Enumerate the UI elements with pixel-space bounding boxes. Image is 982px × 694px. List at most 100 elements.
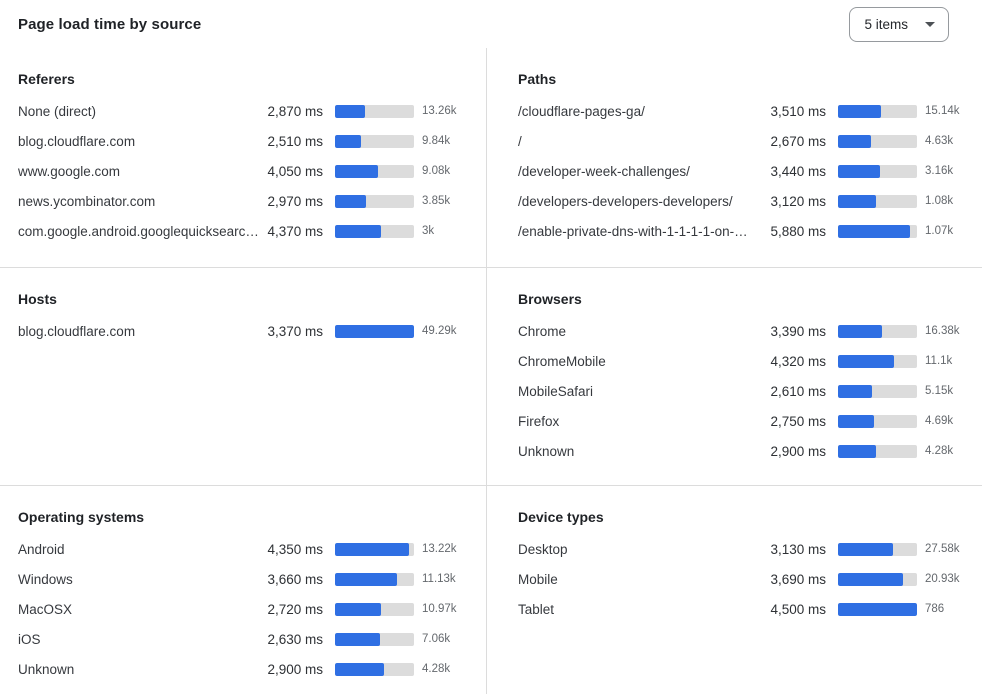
metric-row[interactable]: None (direct) 2,870 ms 13.26k [18, 96, 466, 126]
row-bar [838, 164, 917, 178]
row-count: 11.13k [422, 573, 456, 585]
row-bar [838, 104, 917, 118]
metric-row[interactable]: Mobile 3,690 ms 20.93k [518, 564, 969, 594]
row-label: None (direct) [18, 103, 97, 119]
metric-row[interactable]: Firefox 2,750 ms 4.69k [518, 406, 969, 436]
row-load-time: 2,670 ms [770, 133, 826, 149]
row-count: 4.28k [925, 445, 954, 457]
row-load-time: 3,510 ms [770, 103, 826, 119]
page-title: Page load time by source [18, 15, 202, 33]
panel-title: Browsers [518, 291, 582, 307]
metric-row[interactable]: Windows 3,660 ms 11.13k [18, 564, 466, 594]
row-bar [335, 134, 414, 148]
row-bar [335, 572, 414, 586]
metric-row[interactable]: blog.cloudflare.com 3,370 ms 49.29k [18, 316, 466, 346]
metric-row[interactable]: blog.cloudflare.com 2,510 ms 9.84k [18, 126, 466, 156]
row-label: / [518, 133, 522, 149]
row-label: Unknown [18, 661, 75, 677]
row-bar [335, 662, 414, 676]
row-bar [838, 324, 917, 338]
panels-grid: Referers None (direct) 2,870 ms 13.26k b… [0, 48, 982, 694]
metric-row[interactable]: iOS 2,630 ms 7.06k [18, 624, 466, 654]
row-bar [838, 194, 917, 208]
row-count: 15.14k [925, 105, 960, 117]
row-load-time: 2,750 ms [770, 413, 826, 429]
caret-down-icon [925, 22, 935, 27]
metric-row[interactable]: MacOSX 2,720 ms 10.97k [18, 594, 466, 624]
row-count: 13.26k [422, 105, 457, 117]
panel-title: Paths [518, 71, 557, 87]
row-label: Firefox [518, 413, 560, 429]
metric-row[interactable]: /cloudflare-pages-ga/ 3,510 ms 15.14k [518, 96, 969, 126]
row-count: 4.69k [925, 415, 954, 427]
row-bar [838, 444, 917, 458]
row-label: Mobile [518, 571, 558, 587]
row-bar [335, 194, 414, 208]
row-bar [838, 542, 917, 556]
row-count: 3.85k [422, 195, 451, 207]
row-bar-fill [838, 444, 876, 458]
metric-row[interactable]: / 2,670 ms 4.63k [518, 126, 969, 156]
panel-rows: blog.cloudflare.com 3,370 ms 49.29k [18, 316, 466, 346]
row-load-time: 4,370 ms [267, 223, 323, 239]
row-count: 27.58k [925, 543, 960, 555]
metric-row[interactable]: com.google.android.googlequicksearc… 4,3… [18, 216, 466, 246]
row-bar-fill [838, 324, 882, 338]
row-label: blog.cloudflare.com [18, 323, 136, 339]
row-bar-fill [838, 224, 911, 238]
row-bar-fill [838, 602, 917, 616]
row-label: iOS [18, 631, 41, 647]
row-load-time: 2,720 ms [267, 601, 323, 617]
metric-row[interactable]: /developers-developers-developers/ 3,120… [518, 186, 969, 216]
metric-row[interactable]: ChromeMobile 4,320 ms 11.1k [518, 346, 969, 376]
metric-row[interactable]: Android 4,350 ms 13.22k [18, 534, 466, 564]
metric-panel-hosts: Hosts blog.cloudflare.com 3,370 ms 49.29… [0, 267, 486, 485]
metric-row[interactable]: Unknown 2,900 ms 4.28k [18, 654, 466, 684]
row-bar-fill [335, 324, 414, 338]
row-load-time: 2,900 ms [267, 661, 323, 677]
row-label: Android [18, 541, 65, 557]
row-bar-fill [335, 194, 367, 208]
row-label: MacOSX [18, 601, 73, 617]
row-count: 9.84k [422, 135, 451, 147]
metric-row[interactable]: /enable-private-dns-with-1-1-1-1-on-… 5,… [518, 216, 969, 246]
metric-panel-operating-systems: Operating systems Android 4,350 ms 13.22… [0, 485, 486, 694]
row-bar [838, 354, 917, 368]
row-count: 5.15k [925, 385, 954, 397]
row-count: 1.07k [925, 225, 954, 237]
panel-title: Device types [518, 509, 604, 525]
metric-row[interactable]: Tablet 4,500 ms 786 [518, 594, 969, 624]
metric-row[interactable]: Unknown 2,900 ms 4.28k [518, 436, 969, 466]
row-bar [838, 134, 917, 148]
row-bar-fill [838, 542, 893, 556]
row-load-time: 3,690 ms [770, 571, 826, 587]
metric-row[interactable]: www.google.com 4,050 ms 9.08k [18, 156, 466, 186]
row-bar [335, 324, 414, 338]
row-count: 786 [925, 603, 945, 615]
row-bar-fill [335, 602, 382, 616]
panel-rows: Chrome 3,390 ms 16.38k ChromeMobile 4,32… [518, 316, 969, 466]
row-load-time: 2,510 ms [267, 133, 323, 149]
row-count: 16.38k [925, 325, 960, 337]
metric-row[interactable]: news.ycombinator.com 2,970 ms 3.85k [18, 186, 466, 216]
metric-row[interactable]: Chrome 3,390 ms 16.38k [518, 316, 969, 346]
panel-rows: /cloudflare-pages-ga/ 3,510 ms 15.14k / … [518, 96, 969, 246]
metric-row[interactable]: MobileSafari 2,610 ms 5.15k [518, 376, 969, 406]
row-load-time: 4,320 ms [770, 353, 826, 369]
metric-row[interactable]: Desktop 3,130 ms 27.58k [518, 534, 969, 564]
row-load-time: 5,880 ms [770, 223, 826, 239]
items-count-dropdown[interactable]: 5 items [849, 7, 949, 42]
row-count: 10.97k [422, 603, 457, 615]
row-load-time: 2,630 ms [267, 631, 323, 647]
row-bar [838, 384, 917, 398]
row-count: 9.08k [422, 165, 451, 177]
row-bar [335, 224, 414, 238]
row-label: /enable-private-dns-with-1-1-1-1-on-… [518, 223, 748, 239]
row-load-time: 3,660 ms [267, 571, 323, 587]
metric-row[interactable]: /developer-week-challenges/ 3,440 ms 3.1… [518, 156, 969, 186]
panel-title: Referers [18, 71, 75, 87]
row-load-time: 2,900 ms [770, 443, 826, 459]
row-bar-fill [335, 134, 362, 148]
row-load-time: 4,050 ms [267, 163, 323, 179]
row-bar [838, 602, 917, 616]
